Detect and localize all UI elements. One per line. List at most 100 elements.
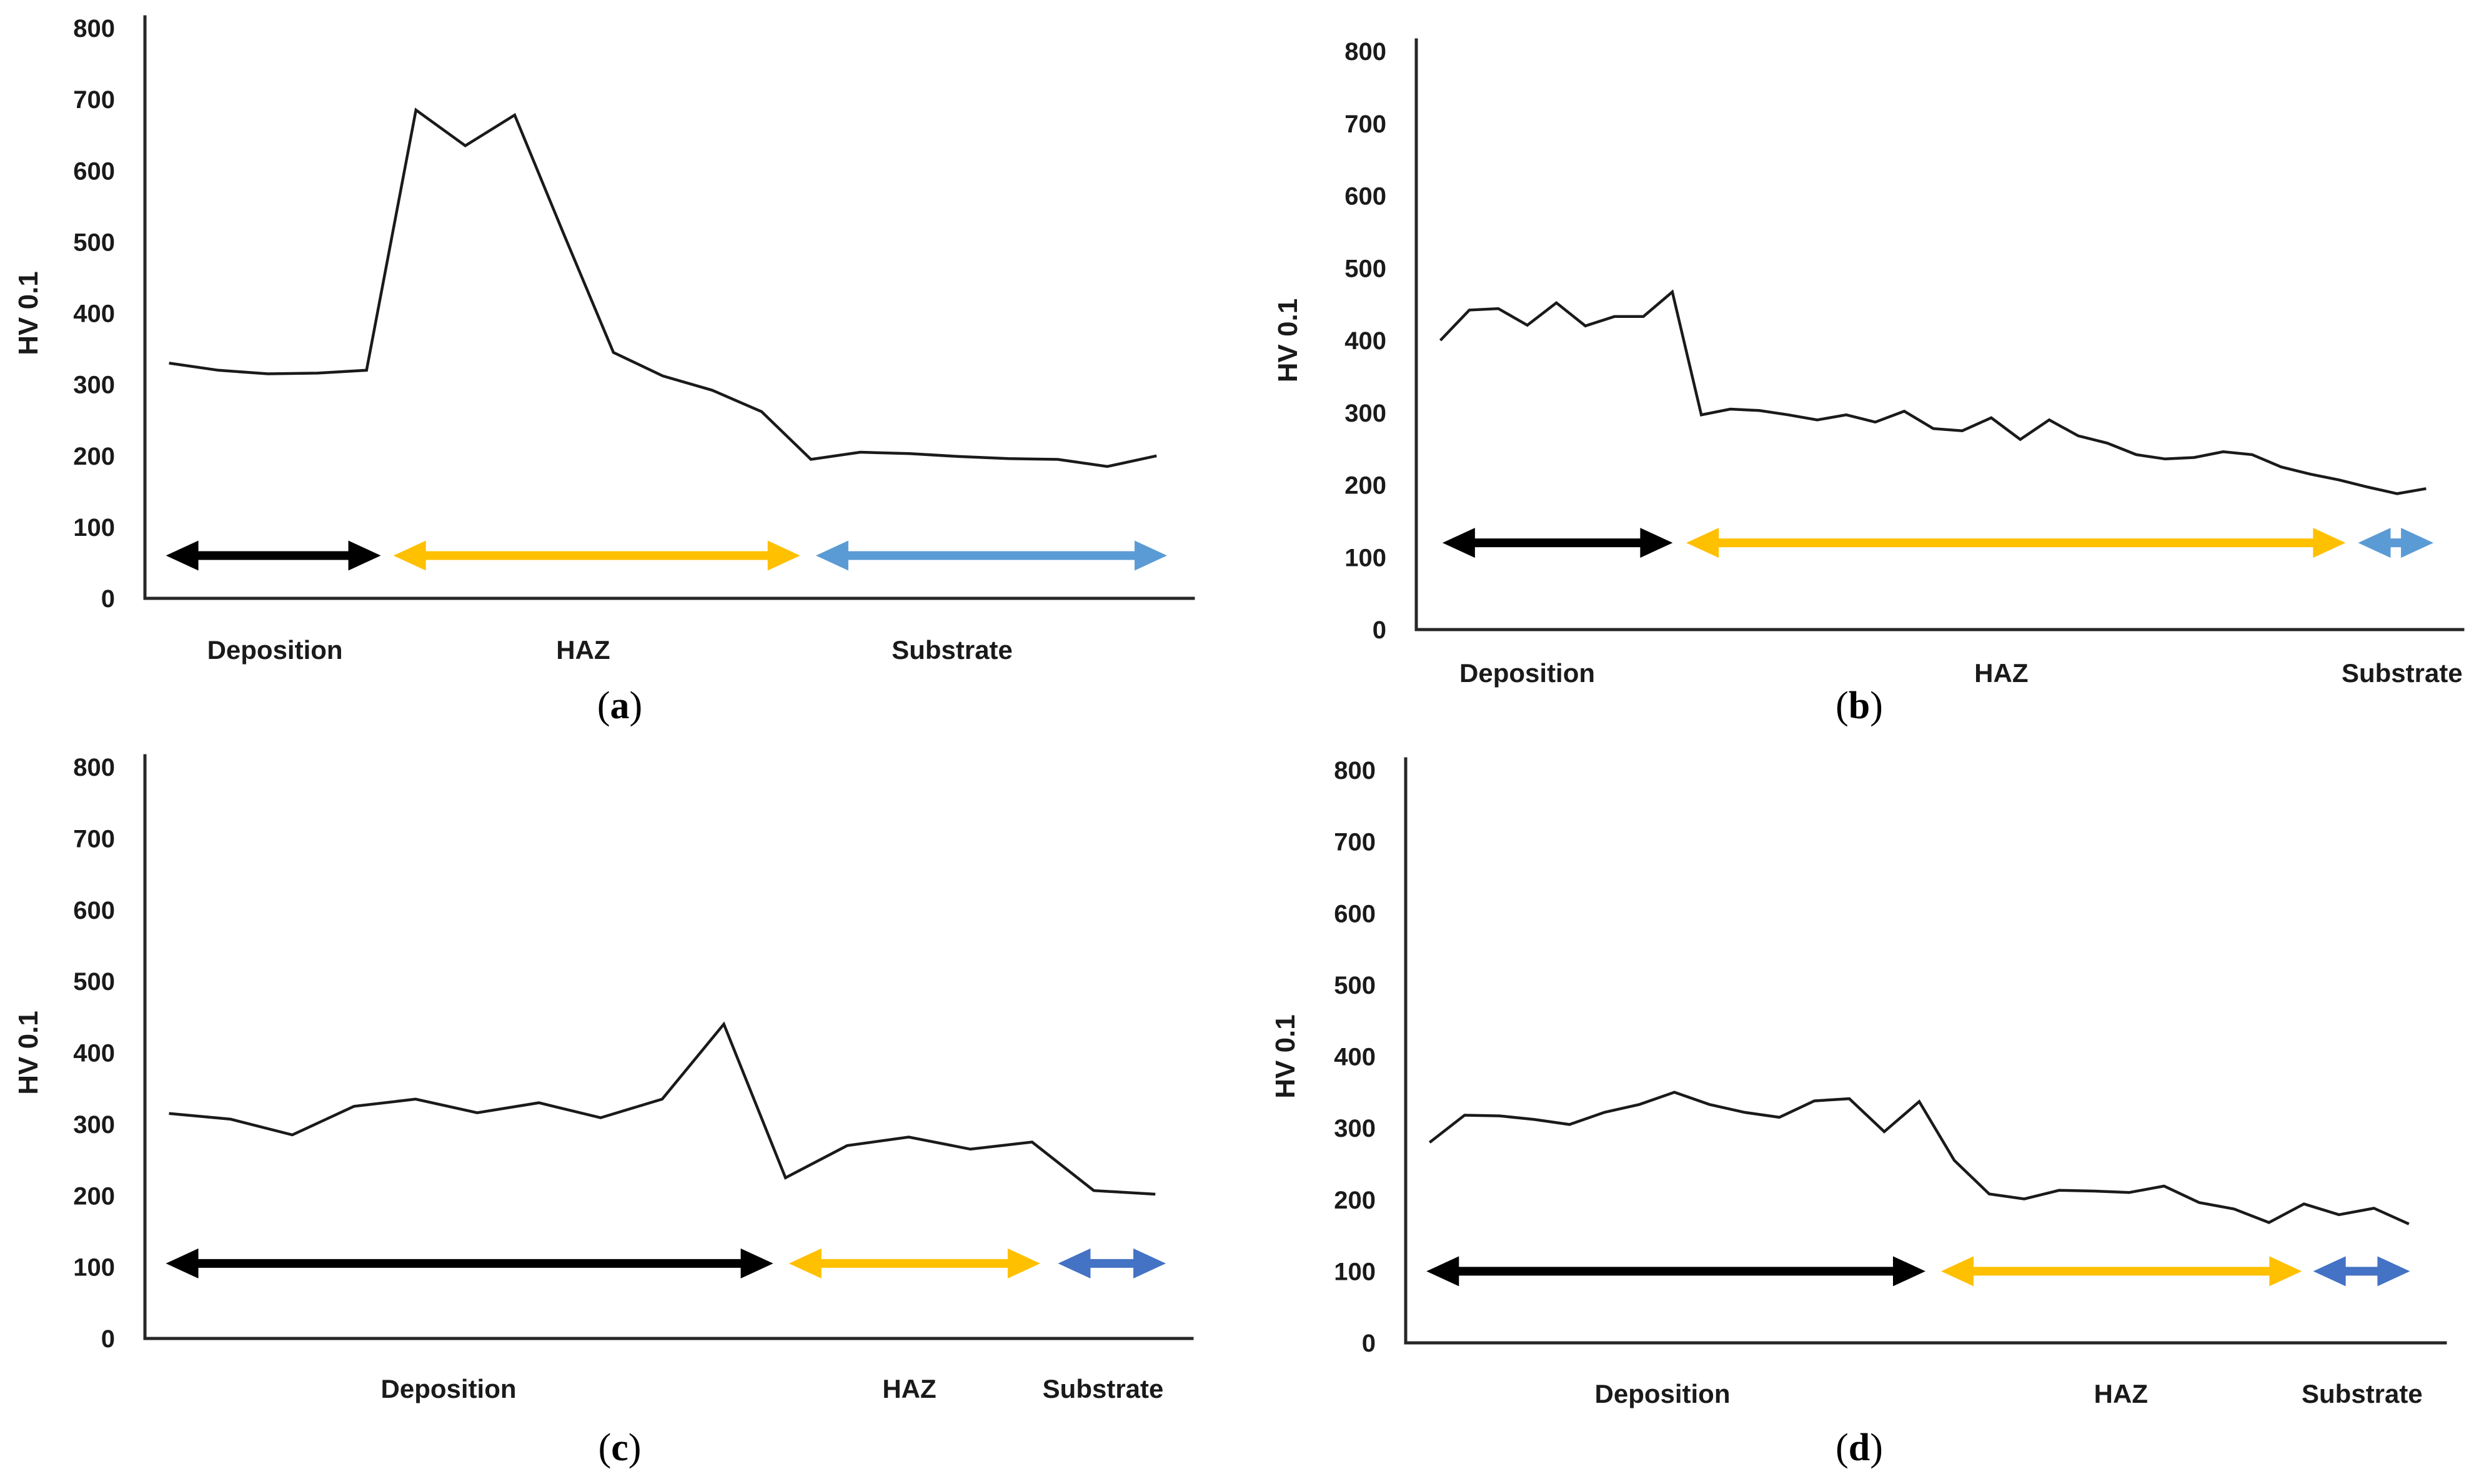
- zone-label: Deposition: [1459, 658, 1595, 688]
- zone-label: HAZ: [2094, 1379, 2148, 1408]
- zone-label: Deposition: [381, 1374, 517, 1403]
- panel-d: 0 100 200 300 400 500 600 700 800 HV 0.1 Depositio…: [1240, 742, 2479, 1484]
- panel-c: 0 100 200 300 400 500 600 700 800 HV 0.1 Depositio…: [0, 742, 1240, 1484]
- y-tick-label: 300: [1334, 1115, 1376, 1142]
- y-axis-title: HV 0.1: [1270, 1014, 1301, 1099]
- y-tick-label: 500: [1344, 255, 1386, 282]
- zone-arrowhead-right: [2401, 528, 2434, 558]
- caption-b-letter: b: [1848, 685, 1870, 727]
- panel-b: 0 100 200 300 400 500 600 700 800 HV 0.1 Depositio…: [1240, 0, 2479, 742]
- y-tick-label: 600: [1334, 900, 1376, 928]
- y-tick-label: 100: [73, 514, 115, 542]
- y-axis-title: HV 0.1: [13, 271, 44, 355]
- y-tick-label: 0: [101, 1325, 115, 1353]
- zone-arrowhead-left: [1058, 1248, 1091, 1279]
- y-tick-label: 0: [101, 585, 115, 613]
- zone-arrowhead-left: [393, 540, 426, 571]
- zone-arrowhead-left: [2313, 1256, 2346, 1287]
- caption-a-letter: a: [610, 685, 630, 727]
- zone-arrowhead-right: [1893, 1256, 1925, 1287]
- y-tick-label: 200: [73, 443, 115, 470]
- y-tick-label: 400: [73, 300, 115, 328]
- caption-b: (b): [1240, 675, 2479, 737]
- y-tick-label: 100: [1344, 544, 1386, 571]
- y-tick-label: 800: [1344, 38, 1386, 66]
- y-tick-label: 700: [73, 86, 115, 114]
- y-tick-label: 0: [1362, 1330, 1376, 1357]
- chart-c: 0 100 200 300 400 500 600 700 800 HV 0.1 Depositio…: [13, 754, 1194, 1403]
- y-tick-label: 800: [73, 754, 115, 781]
- zone-label: Substrate: [2342, 658, 2463, 688]
- y-tick-label: 200: [1334, 1187, 1376, 1214]
- caption-a-open: (: [597, 685, 610, 727]
- y-tick-label: 300: [73, 1111, 115, 1139]
- zone-arrowhead-right: [1135, 540, 1168, 571]
- y-tick-label: 700: [1344, 111, 1386, 138]
- caption-d-letter: d: [1848, 1427, 1870, 1469]
- caption-d: (d): [1240, 1417, 2479, 1479]
- y-tick-label: 400: [1344, 327, 1386, 355]
- zone-arrowhead-left: [1940, 1256, 1974, 1287]
- y-tick-label: 100: [73, 1254, 115, 1282]
- zone-arrowhead-right: [1133, 1248, 1166, 1279]
- zone-arrowhead-right: [2269, 1256, 2302, 1287]
- zone-arrowhead-right: [2377, 1256, 2410, 1287]
- y-tick-label: 300: [1344, 400, 1386, 427]
- hardness-series: [1439, 289, 2427, 495]
- y-tick-label: 500: [1334, 972, 1376, 999]
- caption-c: (c): [0, 1417, 1240, 1479]
- zone-label: Substrate: [892, 635, 1013, 665]
- zone-label: Deposition: [1595, 1379, 1731, 1408]
- y-tick-label: 700: [73, 825, 115, 853]
- caption-b-close: ): [1870, 685, 1883, 727]
- y-tick-label: 300: [73, 372, 115, 399]
- y-axis-title: HV 0.1: [1273, 299, 1303, 383]
- zone-label: HAZ: [556, 635, 610, 665]
- zone-arrowhead-right: [767, 540, 800, 571]
- zone-label: HAZ: [1974, 658, 2028, 688]
- zone-arrowhead-right: [348, 540, 381, 571]
- y-tick-label: 0: [1373, 616, 1386, 644]
- zone-arrowhead-right: [1640, 528, 1673, 558]
- zone-arrowhead-left: [1442, 528, 1475, 558]
- y-tick-label: 800: [1334, 757, 1376, 784]
- chart-b: 0 100 200 300 400 500 600 700 800 HV 0.1 Depositio…: [1273, 38, 2465, 688]
- zone-arrowhead-left: [1426, 1256, 1459, 1287]
- zone-label: HAZ: [882, 1374, 936, 1403]
- chart-d: 0 100 200 300 400 500 600 700 800 HV 0.1 Depositio…: [1270, 757, 2447, 1408]
- y-tick-label: 500: [73, 229, 115, 256]
- zone-arrowhead-left: [166, 1248, 199, 1279]
- zone-arrowhead-left: [815, 540, 848, 571]
- zone-arrowhead-left: [1686, 528, 1719, 558]
- chart-a: 0 100 200 300 400 500 600 700 800 HV 0.1 Depositio…: [13, 15, 1195, 665]
- zone-label: Substrate: [2302, 1379, 2423, 1408]
- zone-label: Deposition: [207, 635, 343, 665]
- panel-a: 0 100 200 300 400 500 600 700 800 HV 0.1 Depositio…: [0, 0, 1240, 742]
- y-tick-label: 100: [1334, 1258, 1376, 1285]
- y-axis-title: HV 0.1: [13, 1011, 44, 1095]
- hardness-series: [169, 1021, 1156, 1196]
- caption-d-open: (: [1836, 1427, 1849, 1469]
- caption-b-open: (: [1836, 685, 1849, 727]
- caption-c-open: (: [598, 1427, 612, 1469]
- caption-d-close: ): [1870, 1427, 1883, 1469]
- zone-arrowhead-left: [166, 540, 199, 571]
- y-tick-label: 700: [1334, 829, 1376, 856]
- y-tick-label: 600: [73, 157, 115, 185]
- zone-arrowhead-right: [740, 1248, 773, 1279]
- y-tick-label: 600: [73, 897, 115, 924]
- y-tick-label: 500: [73, 968, 115, 996]
- caption-c-close: ): [628, 1427, 642, 1469]
- y-tick-label: 400: [1334, 1044, 1376, 1071]
- zone-arrowhead-left: [2358, 528, 2391, 558]
- zone-label: Substrate: [1043, 1374, 1164, 1403]
- caption-a: (a): [0, 675, 1240, 737]
- caption-c-letter: c: [611, 1427, 628, 1469]
- zone-arrowhead-left: [788, 1248, 822, 1279]
- y-tick-label: 600: [1344, 183, 1386, 210]
- zone-arrowhead-right: [1007, 1248, 1040, 1279]
- y-tick-label: 200: [73, 1182, 115, 1210]
- zone-arrowhead-right: [2313, 528, 2346, 558]
- y-tick-label: 800: [73, 15, 115, 42]
